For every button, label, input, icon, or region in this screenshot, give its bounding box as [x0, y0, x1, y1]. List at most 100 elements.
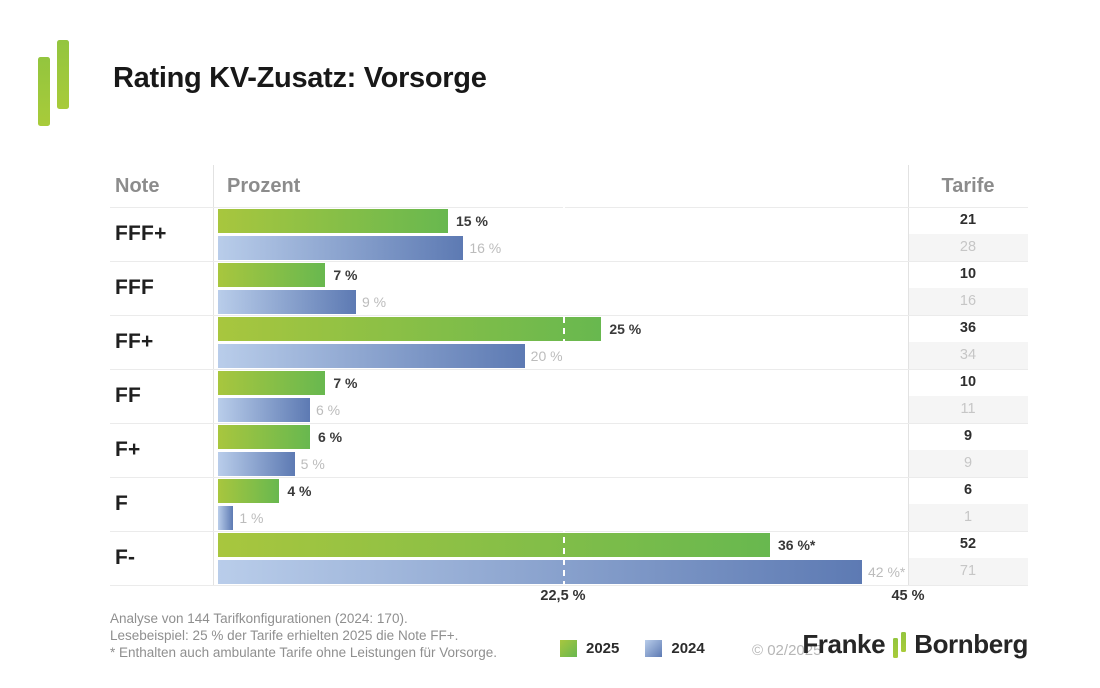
bar-2024 [218, 397, 310, 422]
bar-2025 [218, 316, 602, 341]
plot-area: 25 % 20 % [213, 315, 908, 369]
tarife-value-2025: 36 [959, 320, 977, 336]
row-divider [110, 315, 1028, 316]
column-divider [213, 165, 214, 585]
note-label: FF [115, 384, 142, 407]
tarife-cell: 36 34 [908, 315, 1028, 369]
bar-line-2024: 5 % [218, 450, 908, 477]
tarife-cell: 10 11 [908, 369, 1028, 423]
plot-area: 7 % 6 % [213, 369, 908, 423]
column-divider [908, 165, 909, 585]
row-divider [110, 207, 1028, 208]
note-label: FF+ [115, 330, 154, 353]
brand-name-bornberg: Bornberg [914, 629, 1028, 659]
tarife-cell: 52 71 [908, 531, 1028, 585]
tarife-value-2024: 9 [908, 450, 1028, 477]
bar-line-2024: 42 %* [218, 558, 908, 585]
bar-value-label-2025: 7 % [333, 374, 358, 391]
bar-line-2025: 36 %* [218, 531, 908, 558]
tarife-value-2024: 1 [908, 504, 1028, 531]
footnotes: Analyse von 144 Tarifkonfigurationen (20… [110, 610, 497, 661]
bar-2025 [218, 370, 326, 395]
logo-bar-icon [38, 57, 50, 126]
table-row: FF+ 25 % 20 % 36 34 [110, 315, 1028, 369]
plot-area: 4 % 1 % [213, 477, 908, 531]
bar-line-2024: 20 % [218, 342, 908, 369]
bar-line-2024: 1 % [218, 504, 908, 531]
footnote-line: * Enthalten auch ambulante Tarife ohne L… [110, 645, 498, 660]
axis-tick-45: 45 % [891, 588, 925, 604]
bar-value-label-2025: 7 % [333, 266, 358, 283]
legend-label: 2024 [671, 640, 705, 657]
bar-value-label-2024: 1 % [239, 509, 264, 526]
bar-value-label-2025: 6 % [318, 428, 343, 445]
tarife-value-2024: 34 [908, 342, 1028, 369]
column-header-note: Note [115, 174, 160, 197]
tarife-value-2024: 16 [908, 288, 1028, 315]
bar-value-label-2025: 15 % [456, 212, 488, 229]
column-header-prozent: Prozent [227, 174, 301, 197]
row-divider [110, 369, 1028, 370]
bar-2024 [218, 235, 464, 260]
legend-swatch-2024 [645, 640, 663, 657]
row-divider [110, 585, 1028, 586]
reference-line-22-5-overlay [563, 207, 565, 585]
bar-line-2025: 15 % [218, 207, 908, 234]
tarife-value-2024: 71 [908, 558, 1028, 585]
note-label: F- [115, 546, 136, 569]
bar-value-label-2024: 20 % [530, 347, 563, 364]
bar-line-2024: 9 % [218, 288, 908, 315]
bar-line-2024: 16 % [218, 234, 908, 261]
note-label: FFF+ [115, 222, 167, 245]
bar-value-label-2025: 4 % [287, 482, 312, 499]
bar-2025 [218, 478, 280, 503]
row-divider [110, 423, 1028, 424]
legend-label: 2025 [586, 640, 620, 657]
tarife-cell: 10 16 [908, 261, 1028, 315]
plot-area: 6 % 5 % [213, 423, 908, 477]
plot-area: 36 %* 42 %* [213, 531, 908, 585]
table-row: F+ 6 % 5 % 9 9 [110, 423, 1028, 477]
bar-value-label-2025: 36 %* [778, 536, 816, 553]
table-row: FFF 7 % 9 % 10 16 [110, 261, 1028, 315]
bar-line-2025: 6 % [218, 423, 908, 450]
bar-2025 [218, 262, 326, 287]
tarife-value-2025: 9 [963, 428, 973, 444]
table-header: Note Prozent Tarife [110, 165, 1028, 207]
legend: 2025 2024 [560, 640, 705, 657]
bar-value-label-2024: 9 % [362, 293, 387, 310]
table-row: FFF+ 15 % 16 % 21 28 [110, 207, 1028, 261]
tarife-value-2024: 11 [908, 396, 1028, 423]
tarife-value-2025: 10 [959, 374, 977, 390]
row-divider [110, 261, 1028, 262]
tarife-value-2024: 28 [908, 234, 1028, 261]
table-row: FF 7 % 6 % 10 11 [110, 369, 1028, 423]
note-label: F+ [115, 438, 141, 461]
table-row: F- 36 %* 42 %* 52 71 [110, 531, 1028, 585]
bar-value-label-2024: 5 % [300, 455, 325, 472]
plot-area: 15 % 16 % [213, 207, 908, 261]
bar-2024 [218, 289, 356, 314]
bar-2025 [218, 424, 310, 449]
legend-swatch-2025 [560, 640, 577, 657]
bar-value-label-2024: 42 %* [868, 563, 906, 580]
franke-bornberg-wordmark: Franke Bornberg [802, 629, 1028, 660]
table-body: FFF+ 15 % 16 % 21 28 FFF 7 % 9 % 10 16 FF+ 25 % 20 %… [110, 207, 1028, 585]
footnote-line: Lesebeispiel: 25 % der Tarife erhielten … [110, 628, 459, 643]
bar-line-2025: 4 % [218, 477, 908, 504]
bar-2024 [218, 343, 525, 368]
bar-2025 [218, 208, 448, 233]
legend-item-2025: 2025 [560, 640, 619, 657]
tarife-value-2025: 52 [959, 536, 977, 552]
legend-item-2024: 2024 [645, 640, 705, 657]
logo-bar-icon [57, 40, 69, 109]
bar-value-label-2024: 16 % [469, 239, 502, 256]
bar-value-label-2025: 25 % [609, 320, 642, 337]
axis-tick-22-5: 22,5 % [540, 588, 586, 604]
bar-2024 [218, 505, 234, 530]
bar-line-2025: 25 % [218, 315, 908, 342]
